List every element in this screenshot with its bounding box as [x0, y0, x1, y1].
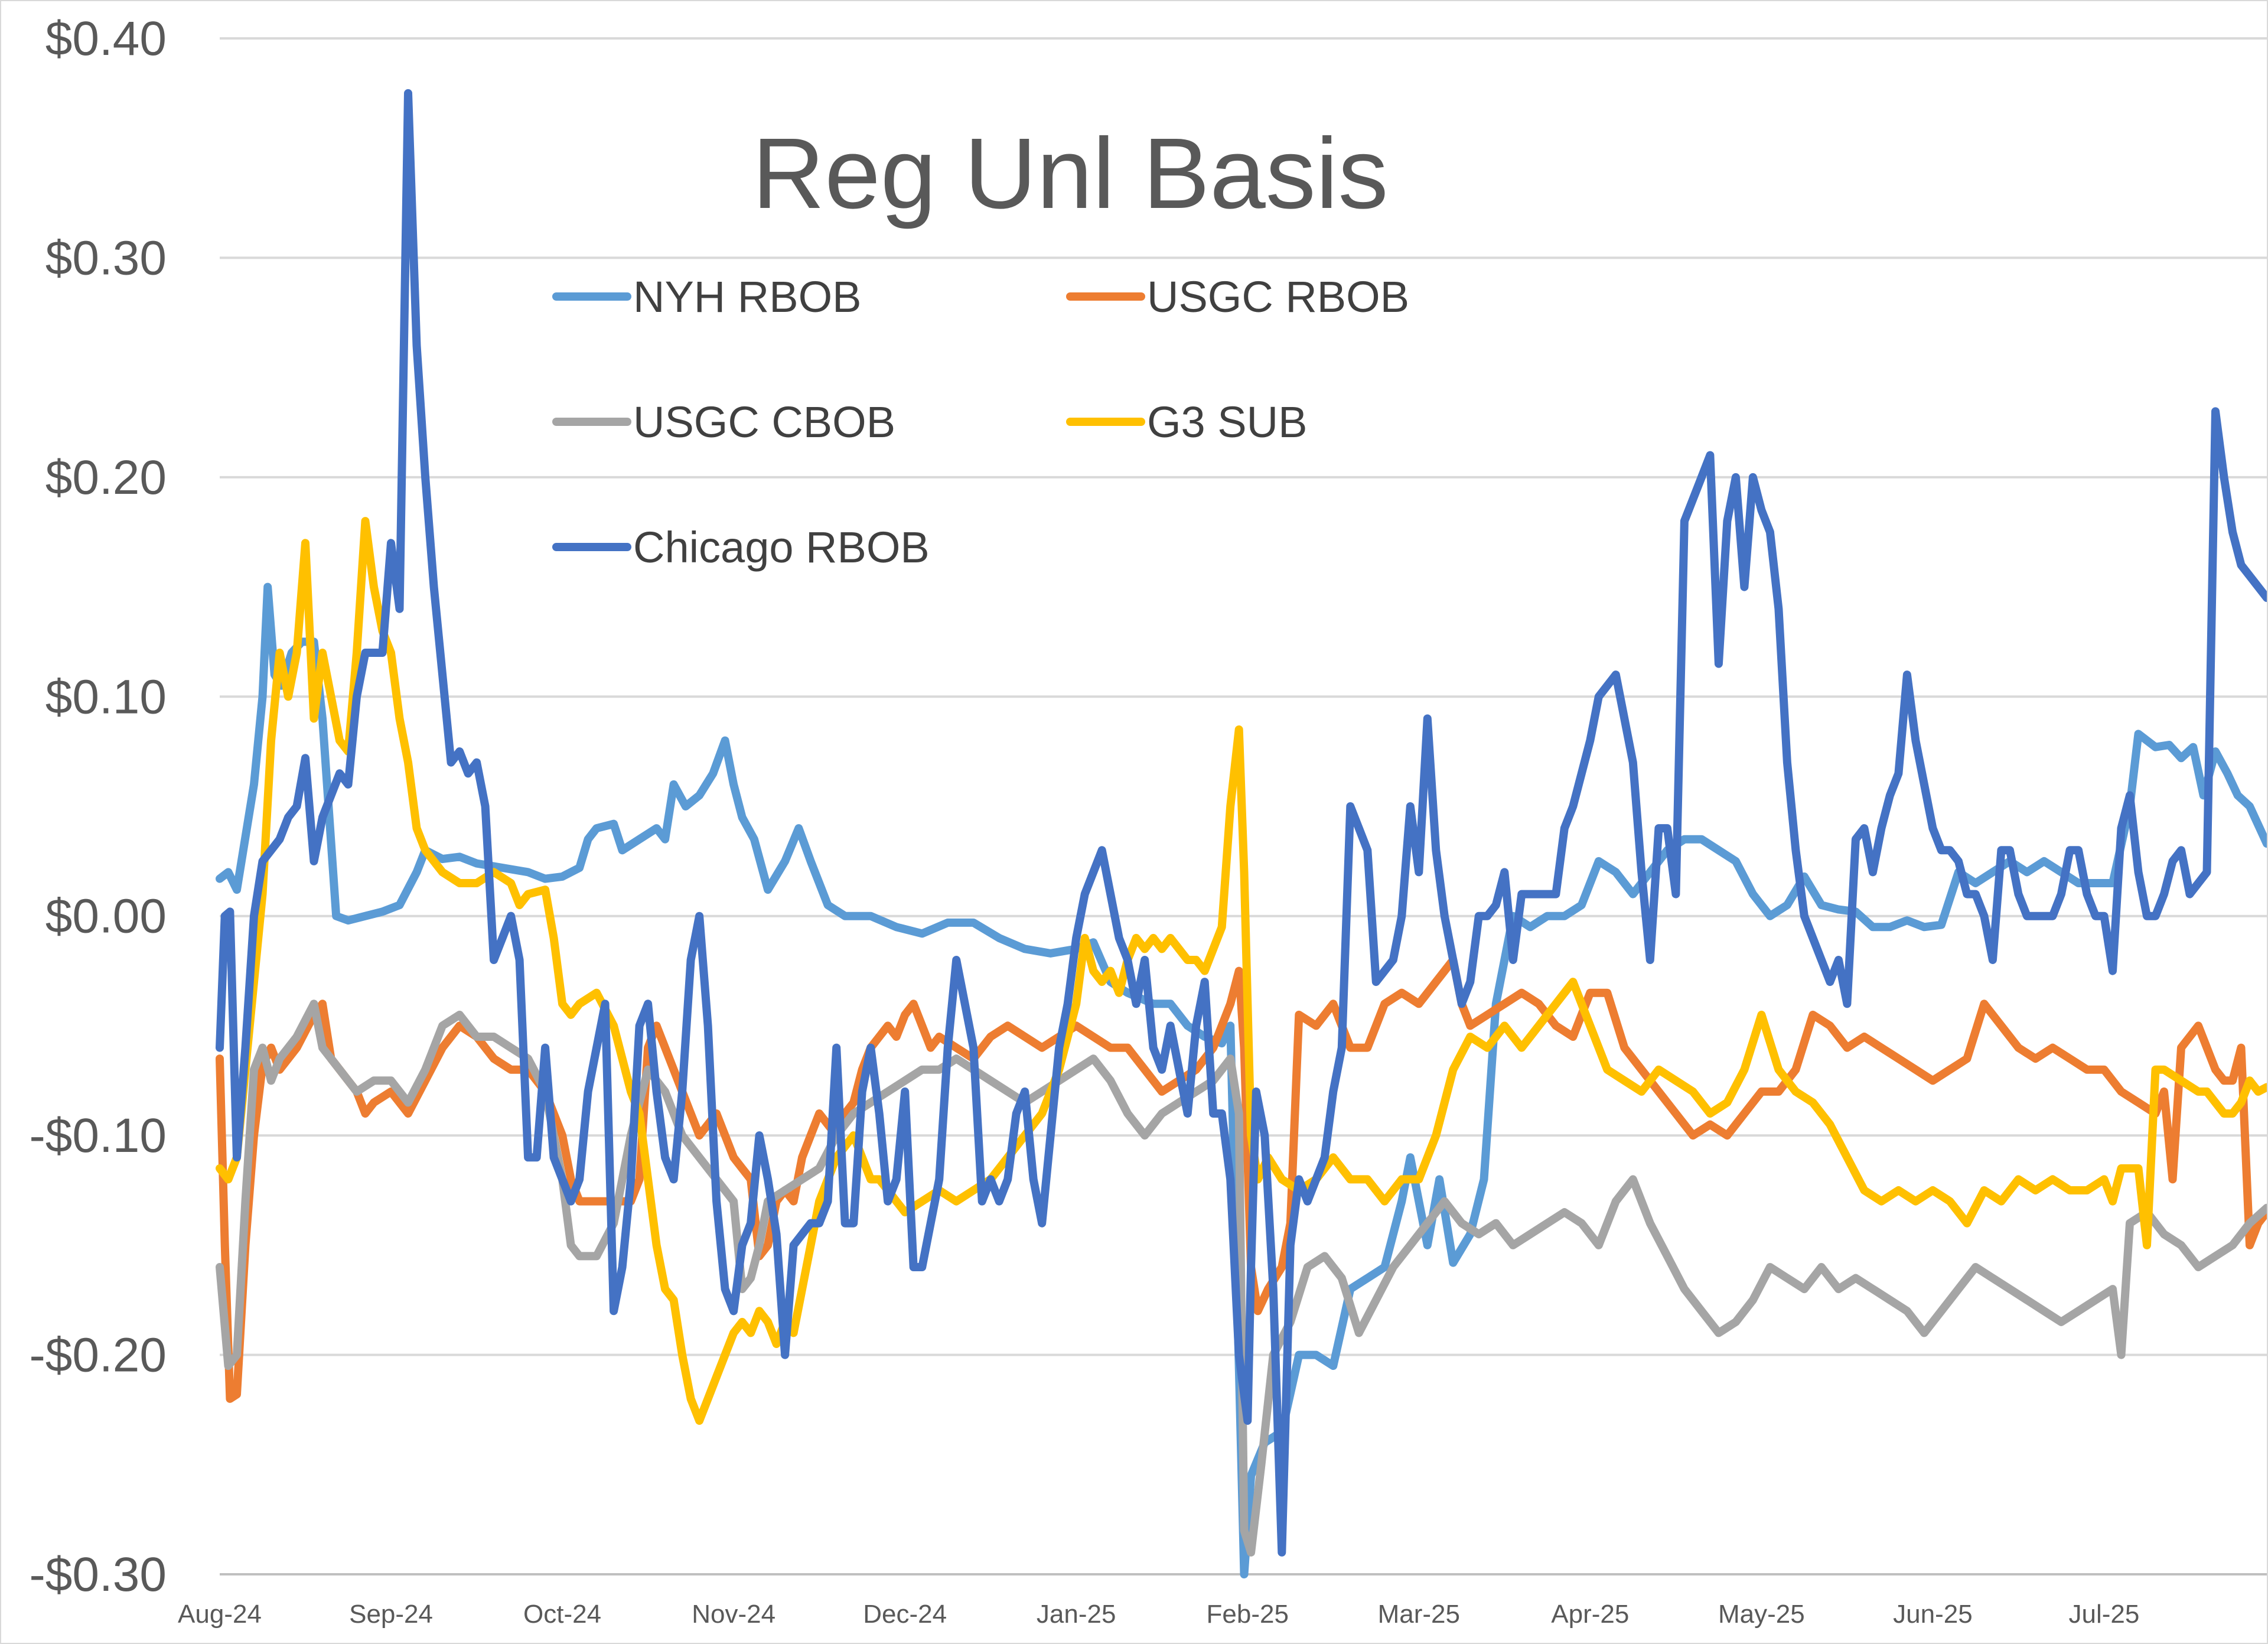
x-tick-label: Sep-24 — [349, 1600, 433, 1629]
x-tick-label: Jul-25 — [2069, 1600, 2140, 1629]
axis-labels: $0.40 $0.30 $0.20 $0.10 $0.00 -$0.10 -$0.20 -$0… — [29, 12, 2139, 1629]
legend-item: Chicago RBOB — [552, 523, 930, 572]
y-tick-label: -$0.30 — [29, 1548, 167, 1601]
legend-item: USGC RBOB — [1066, 272, 1409, 321]
x-tick-label: Jun-25 — [1893, 1600, 1973, 1629]
y-tick-label: $0.10 — [45, 670, 167, 724]
x-tick-label: Apr-25 — [1551, 1600, 1629, 1629]
series-line-chicago-rbob — [216, 89, 2267, 1557]
x-tick-label: Nov-24 — [692, 1600, 775, 1629]
x-tick-label: Dec-24 — [863, 1600, 947, 1629]
chart-title: Reg Unl Basis — [752, 118, 1388, 230]
series-line-g3-sub — [216, 517, 2267, 1425]
y-tick-label: $0.40 — [45, 12, 167, 66]
x-tick-label: Jan-25 — [1037, 1600, 1116, 1629]
y-tick-label: -$0.10 — [29, 1109, 167, 1163]
x-tick-label: Mar-25 — [1378, 1600, 1460, 1629]
y-tick-label: -$0.20 — [29, 1329, 167, 1382]
legend-label: G3 SUB — [1147, 398, 1307, 447]
legend-item: G3 SUB — [1066, 398, 1307, 447]
legend-label: NYH RBOB — [633, 272, 862, 321]
y-tick-label: $0.30 — [45, 231, 167, 285]
y-tick-label: $0.00 — [45, 890, 167, 943]
legend-item: NYH RBOB — [552, 272, 862, 321]
series-lines — [216, 89, 2267, 1578]
legend-label: Chicago RBOB — [633, 523, 930, 572]
legend-label: USGC CBOB — [633, 398, 895, 447]
legend-item: USGC CBOB — [552, 398, 895, 447]
legend: NYH RBOB USGC RBOB USGC CBOB G3 SUB Chicago … — [552, 272, 1409, 572]
x-tick-label: Aug-24 — [178, 1600, 262, 1629]
x-tick-label: Oct-24 — [523, 1600, 601, 1629]
x-tick-label: Feb-25 — [1207, 1600, 1289, 1629]
y-tick-label: $0.20 — [45, 451, 167, 504]
x-tick-label: May-25 — [1718, 1600, 1805, 1629]
legend-label: USGC RBOB — [1147, 272, 1409, 321]
